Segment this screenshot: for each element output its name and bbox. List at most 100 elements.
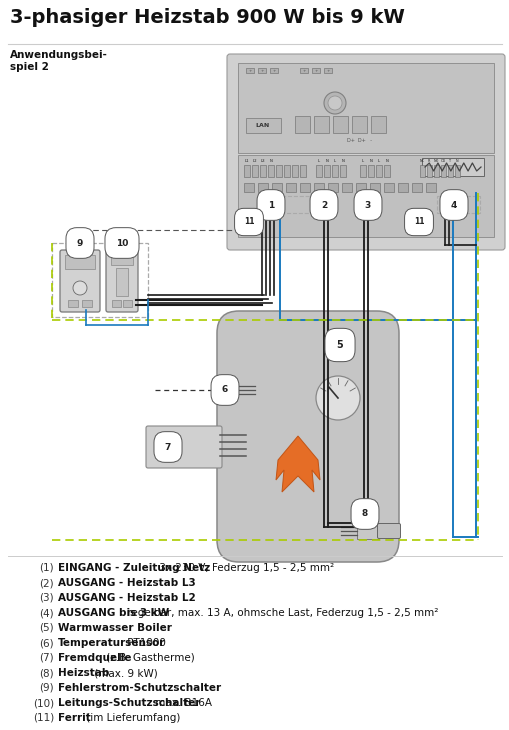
- Bar: [275, 165, 281, 177]
- Bar: [425, 183, 435, 192]
- Text: OU: OU: [440, 159, 445, 163]
- Text: L3: L3: [260, 159, 265, 163]
- Text: Anwendungsbei-
spiel 2: Anwendungsbei- spiel 2: [10, 50, 108, 72]
- Text: L: L: [361, 159, 363, 163]
- Bar: [65, 255, 95, 269]
- Bar: [340, 165, 345, 177]
- Bar: [82, 300, 92, 307]
- Bar: [294, 116, 309, 133]
- Bar: [331, 165, 337, 177]
- Text: +: +: [260, 69, 263, 72]
- Bar: [111, 255, 133, 265]
- Bar: [316, 165, 321, 177]
- Text: (5): (5): [39, 623, 54, 633]
- Bar: [359, 165, 365, 177]
- Bar: [370, 116, 385, 133]
- FancyBboxPatch shape: [106, 250, 138, 312]
- Circle shape: [327, 96, 342, 110]
- Text: 3-phasiger Heizstab 900 W bis 9 kW: 3-phasiger Heizstab 900 W bis 9 kW: [10, 8, 404, 27]
- Text: (9): (9): [39, 683, 54, 693]
- Text: AUSGANG bis 3 kW: AUSGANG bis 3 kW: [58, 608, 169, 618]
- Bar: [323, 68, 331, 73]
- Text: (3): (3): [39, 593, 54, 603]
- Text: (6): (6): [39, 638, 54, 648]
- Bar: [342, 183, 351, 192]
- Text: N: N: [269, 159, 272, 163]
- Bar: [116, 268, 128, 296]
- Bar: [251, 165, 258, 177]
- Text: PT1000: PT1000: [123, 638, 165, 648]
- Text: 4: 4: [450, 201, 456, 210]
- Bar: [351, 116, 366, 133]
- Text: D+  D+   -: D+ D+ -: [347, 139, 372, 144]
- Text: (z.B. Gastherme): (z.B. Gastherme): [103, 653, 194, 663]
- Bar: [238, 63, 493, 153]
- Bar: [312, 68, 319, 73]
- Text: L1: L1: [244, 159, 249, 163]
- Text: Leitungs-Schutzschalter: Leitungs-Schutzschalter: [58, 698, 200, 708]
- Bar: [314, 116, 328, 133]
- Bar: [375, 165, 381, 177]
- Text: 9: 9: [77, 239, 83, 247]
- Bar: [299, 165, 305, 177]
- Text: T: T: [448, 159, 450, 163]
- FancyBboxPatch shape: [216, 311, 398, 562]
- Circle shape: [73, 281, 87, 295]
- Text: L2: L2: [252, 159, 257, 163]
- Text: 2: 2: [320, 201, 326, 210]
- Bar: [411, 183, 421, 192]
- Text: L: L: [377, 159, 379, 163]
- Text: 3: 3: [364, 201, 371, 210]
- Bar: [426, 165, 431, 177]
- Bar: [258, 68, 266, 73]
- Bar: [369, 183, 379, 192]
- Text: (2): (2): [39, 578, 54, 588]
- Text: (8): (8): [39, 668, 54, 678]
- Bar: [355, 183, 365, 192]
- Text: 7: 7: [164, 442, 171, 451]
- Bar: [286, 183, 295, 192]
- Bar: [436, 196, 479, 213]
- Text: (11): (11): [33, 713, 54, 723]
- Text: +: +: [248, 69, 251, 72]
- Text: (max. 9 kW): (max. 9 kW): [91, 668, 157, 678]
- Bar: [245, 118, 280, 133]
- Text: 1: 1: [267, 201, 274, 210]
- Bar: [323, 165, 329, 177]
- Bar: [314, 183, 323, 192]
- Bar: [327, 183, 337, 192]
- FancyBboxPatch shape: [377, 523, 400, 539]
- Text: Fremdquelle: Fremdquelle: [58, 653, 131, 663]
- Bar: [367, 165, 373, 177]
- Bar: [271, 183, 281, 192]
- Text: Fehlerstrom-Schutzschalter: Fehlerstrom-Schutzschalter: [58, 683, 221, 693]
- Bar: [243, 183, 253, 192]
- Text: (im Lieferumfang): (im Lieferumfang): [82, 713, 180, 723]
- FancyBboxPatch shape: [227, 54, 504, 250]
- Bar: [299, 183, 309, 192]
- Bar: [447, 165, 452, 177]
- Text: Ferrit: Ferrit: [58, 713, 91, 723]
- Bar: [123, 300, 132, 307]
- Text: Warmwasser Boiler: Warmwasser Boiler: [58, 623, 172, 633]
- Bar: [112, 300, 121, 307]
- Bar: [292, 165, 297, 177]
- Text: (4): (4): [39, 608, 54, 618]
- Text: N: N: [455, 159, 458, 163]
- Bar: [332, 116, 347, 133]
- Bar: [68, 300, 78, 307]
- Bar: [383, 183, 393, 192]
- Text: 5: 5: [336, 340, 343, 350]
- Text: NC: NC: [419, 159, 423, 163]
- Bar: [258, 196, 309, 213]
- Text: 8: 8: [361, 510, 367, 518]
- Text: LAN: LAN: [256, 123, 270, 128]
- Polygon shape: [275, 436, 319, 492]
- Bar: [356, 523, 378, 539]
- Bar: [260, 165, 266, 177]
- Text: L: L: [333, 159, 335, 163]
- Text: N: N: [341, 159, 344, 163]
- Text: N: N: [385, 159, 388, 163]
- Text: N: N: [325, 159, 328, 163]
- Text: EINGANG - Zuleitung Netz: EINGANG - Zuleitung Netz: [58, 563, 210, 573]
